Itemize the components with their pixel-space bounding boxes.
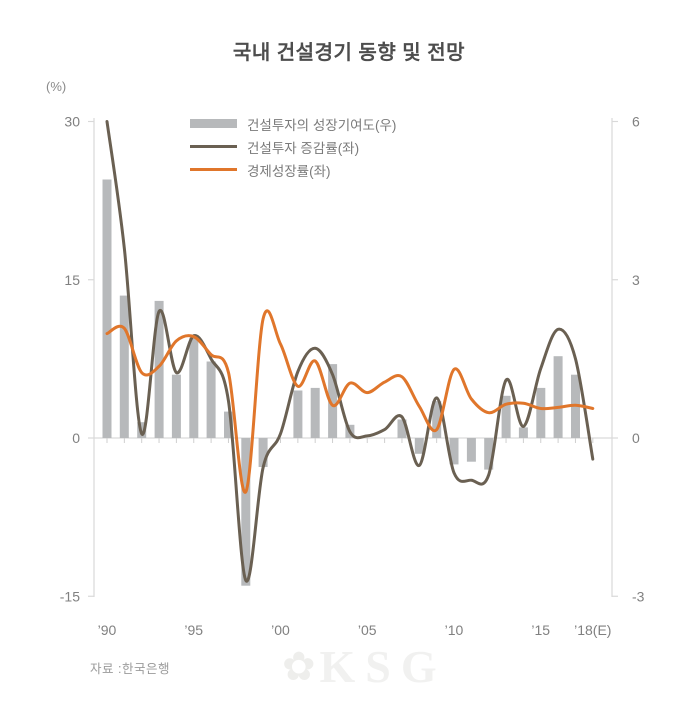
bar-2003 — [328, 364, 338, 438]
left-tick-label: 15 — [64, 272, 80, 288]
x-axis-label: ’05 — [358, 622, 377, 638]
legend-item-gdp-line: 경제성장률(좌) — [190, 158, 396, 181]
bar-1996 — [206, 361, 216, 438]
bar-2008 — [414, 438, 424, 454]
legend-construction-line-label: 건설투자 증감률(좌) — [247, 140, 360, 156]
bar-2011 — [466, 438, 476, 462]
bar-1993 — [154, 300, 164, 438]
left-axis-unit: (%) — [46, 79, 67, 94]
page-title: 국내 건설경기 동향 및 전망 — [232, 42, 466, 64]
legend-item-bar: 건설투자의 성장기여도(우) — [190, 112, 396, 135]
bar-1991 — [119, 295, 129, 438]
bar-2012 — [484, 438, 494, 470]
construction-growth-line — [105, 120, 595, 583]
bar-1994 — [171, 374, 181, 438]
bar-2002 — [310, 387, 320, 438]
bar-1997 — [224, 411, 233, 438]
x-axis-label: ’00 — [271, 622, 290, 638]
bar-2013 — [501, 395, 511, 438]
x-axis-label: ’18(E) — [574, 622, 611, 638]
gdp-growth-line — [105, 309, 595, 494]
x-axis-label: ’95 — [184, 622, 203, 638]
x-axis-label: ’15 — [531, 622, 550, 638]
chart-legend: 건설투자의 성장기여도(우) 건설투자 증감률(좌) 경제성장률(좌) — [190, 112, 396, 181]
right-tick-label: 0 — [632, 430, 640, 446]
left-tick-label: 0 — [72, 430, 80, 446]
bar-1990 — [102, 179, 112, 438]
bar-1999 — [258, 438, 268, 467]
bar-2009 — [432, 401, 442, 438]
left-tick-label: 30 — [64, 114, 80, 130]
source-note: 자료 :한국은행 — [90, 662, 170, 676]
x-axis-label: ’10 — [445, 622, 464, 638]
x-axis-label: ’90 — [98, 622, 117, 638]
legend-gdp-line-label: 경제성장률(좌) — [247, 163, 331, 179]
bar-2014 — [518, 427, 528, 438]
legend-bar-label: 건설투자의 성장기여도(우) — [247, 117, 397, 133]
bar-2007 — [397, 419, 407, 438]
left-tick-label: -15 — [60, 588, 80, 604]
right-tick-label: -3 — [632, 588, 645, 604]
bar-2010 — [449, 438, 459, 465]
bar-2001 — [293, 390, 303, 438]
right-tick-label: 3 — [632, 272, 640, 288]
bar-2016 — [553, 356, 563, 438]
legend-construction-line-swatch — [190, 145, 237, 148]
right-tick-label: 6 — [632, 114, 640, 130]
bar-1995 — [189, 337, 199, 438]
bar-1998 — [241, 438, 251, 586]
bar-2015 — [536, 387, 546, 438]
legend-gdp-line-swatch — [190, 168, 237, 171]
legend-bar-swatch — [190, 119, 237, 128]
legend-item-construction-line: 건설투자 증감률(좌) — [190, 135, 396, 158]
